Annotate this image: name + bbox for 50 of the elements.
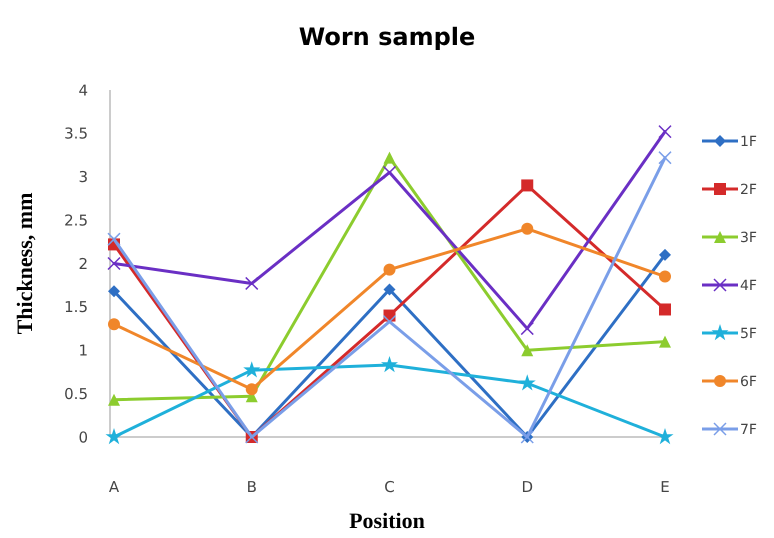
point [658,150,672,164]
x-tick-label: E [660,478,670,496]
y-tick-label: 1.5 [64,298,88,316]
y-tick-label: 2.5 [64,211,88,230]
point [658,124,672,138]
y-tick-label: 1 [78,342,88,360]
point [384,152,396,164]
point [521,344,534,356]
point [108,394,120,406]
y-tick-label: 2 [78,254,88,273]
legend-label: 4F [740,278,757,294]
x-tick-label: C [384,478,395,496]
point [108,285,120,298]
point [659,336,671,348]
y-tick-label: 0.5 [64,384,88,403]
point [107,256,121,270]
point [380,356,398,372]
point [243,361,260,378]
y-tick-label: 0 [78,428,88,446]
x-tick-label: B [246,478,257,496]
point [105,428,123,444]
point [384,284,396,296]
y-tick-label: 4 [78,81,88,100]
point [659,303,671,316]
x-axis-title: Position [349,508,425,533]
legend-label: 2F [740,182,757,198]
y-axis-title: Thickness, mm [12,192,37,334]
point [384,264,396,276]
point [382,166,396,180]
legend-label: 6F [740,374,757,390]
point [521,179,534,192]
point [520,322,534,336]
point [659,248,671,261]
point [518,374,536,390]
point [107,232,121,246]
point [521,222,534,235]
y-tick-label: 3 [78,168,88,186]
chart-title: Worn sample [298,23,476,51]
point [108,318,120,330]
legend-label: 3F [740,230,757,246]
y-tick-label: 3.5 [64,124,88,143]
point [245,276,258,290]
point [246,383,258,396]
x-tick-label: D [521,478,534,496]
point [659,270,671,283]
x-tick-label: A [108,478,120,496]
point [382,314,396,328]
legend-label: 7F [740,422,757,438]
legend-label: 1F [740,134,757,150]
legend-label: 5F [740,326,757,342]
